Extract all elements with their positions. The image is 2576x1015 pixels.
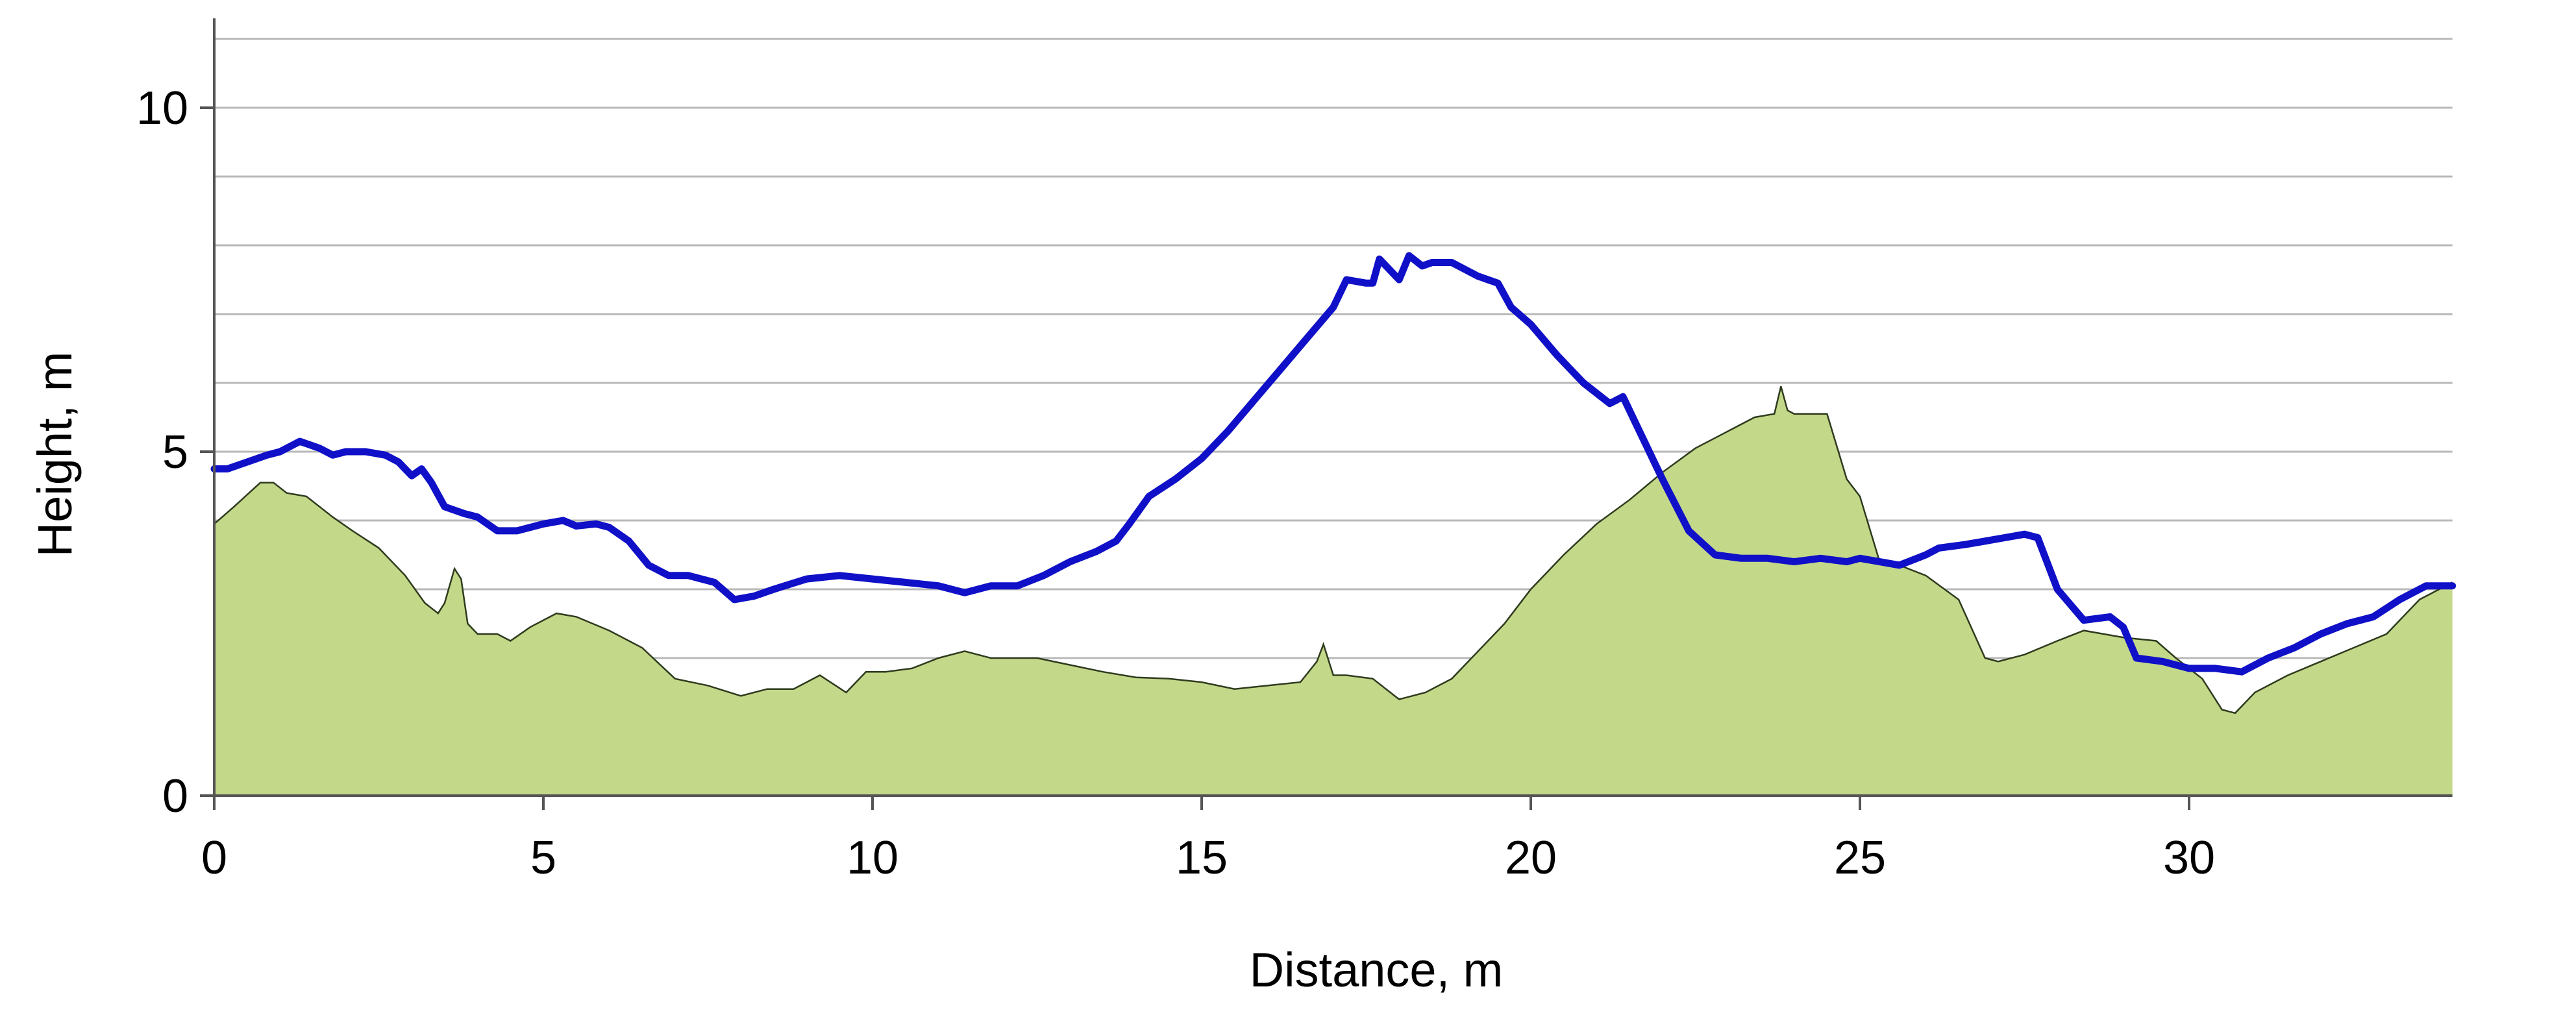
height-line: [210, 252, 2457, 676]
x-tick-labels: 0 5 10 15 20 25 30: [201, 832, 2215, 884]
y-tick-label: 0: [162, 770, 188, 822]
x-axis-title: Distance, m: [1250, 943, 1504, 997]
x-tick-label: 0: [201, 832, 227, 884]
x-tick-label: 10: [847, 832, 898, 884]
terrain-area: [214, 386, 2453, 796]
y-tick-label: 10: [136, 82, 188, 134]
y-tick-label: 5: [162, 426, 188, 478]
x-tick-label: 15: [1176, 832, 1228, 884]
y-tick-labels: 0 5 10: [136, 82, 188, 822]
axes: [200, 18, 2453, 810]
y-axis-title: Height, m: [28, 352, 82, 557]
terrain-outline: [214, 385, 2453, 715]
x-tick-label: 25: [1834, 832, 1886, 884]
x-tick-label: 20: [1505, 832, 1557, 884]
height-line-series: [210, 252, 2457, 676]
x-tick-label: 5: [530, 832, 556, 884]
terrain-area-series: [214, 385, 2453, 796]
x-tick-label: 30: [2163, 832, 2215, 884]
